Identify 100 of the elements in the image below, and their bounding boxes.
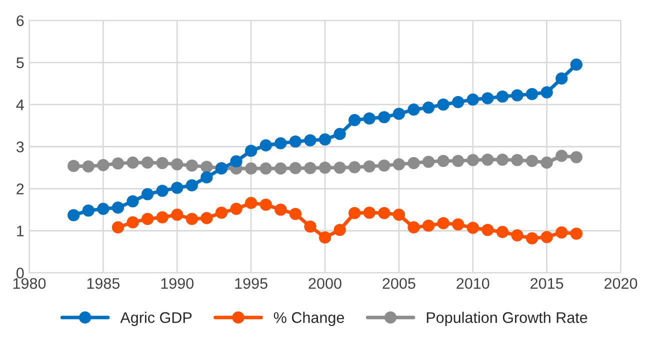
point: [466, 93, 479, 106]
point: [570, 151, 582, 164]
y-tick-label: 4: [16, 100, 24, 110]
y-tick-label: 2: [16, 184, 24, 194]
x-tick-label: 2010: [456, 278, 490, 289]
point: [260, 139, 272, 152]
y-tick-label: 3: [16, 142, 24, 152]
point: [482, 224, 494, 236]
point: [304, 134, 316, 146]
point: [215, 206, 228, 219]
point: [334, 162, 346, 174]
point: [466, 222, 479, 234]
point: [348, 114, 361, 126]
point: [452, 96, 464, 108]
point: [526, 154, 538, 168]
point: [141, 212, 154, 226]
y-tick-label: 5: [16, 58, 24, 68]
point: [200, 171, 213, 184]
point: [274, 162, 287, 175]
point: [408, 156, 420, 170]
point: [570, 228, 582, 240]
point: [230, 202, 242, 215]
point: [200, 160, 213, 173]
point: [141, 156, 154, 169]
point: [97, 202, 110, 215]
point: [408, 104, 420, 116]
point: [171, 182, 184, 194]
point: [318, 231, 332, 244]
point: [482, 154, 494, 166]
point: [511, 154, 524, 166]
point: [112, 202, 124, 214]
point: [334, 224, 346, 236]
point: [260, 198, 272, 211]
point: [68, 209, 80, 222]
x-tick-label: 1995: [235, 278, 268, 289]
point: [378, 159, 390, 172]
point: [230, 155, 242, 168]
point: [156, 184, 168, 197]
x-tick-label: 2020: [604, 278, 638, 289]
point: [156, 156, 168, 170]
legend-label: % Change: [274, 312, 344, 326]
point: [556, 150, 568, 162]
point: [378, 207, 390, 220]
point: [348, 207, 361, 220]
point: [466, 154, 479, 166]
point: [482, 92, 494, 104]
point: [378, 111, 390, 124]
point: [304, 162, 316, 174]
point: [260, 162, 272, 175]
point: [363, 206, 376, 219]
point: [126, 156, 139, 169]
point: [526, 88, 538, 100]
x-tick-label: 2000: [308, 278, 342, 289]
point: [422, 156, 435, 168]
point: [186, 212, 198, 226]
point: [289, 136, 302, 148]
point: [304, 220, 316, 233]
point: [363, 160, 376, 172]
x-tick-label: 1985: [87, 278, 120, 289]
point: [126, 195, 139, 208]
point: [171, 208, 184, 221]
y-tick-label: 0: [16, 268, 24, 278]
point: [570, 58, 582, 71]
point: [452, 218, 464, 231]
point: [289, 162, 302, 174]
point: [556, 72, 568, 85]
point: [82, 160, 94, 172]
point: [141, 188, 154, 200]
point: [437, 154, 450, 168]
x-tick-label: 2015: [530, 278, 564, 289]
point: [112, 157, 124, 170]
point: [334, 128, 346, 140]
point: [392, 208, 406, 221]
point: [511, 89, 524, 102]
point: [496, 90, 509, 103]
point: [540, 156, 553, 169]
point: [437, 98, 450, 111]
point: [422, 101, 435, 114]
point: [126, 216, 139, 228]
point: [186, 179, 198, 192]
y-tick-label: 6: [16, 15, 24, 26]
point: [274, 204, 287, 216]
point: [200, 212, 213, 224]
point: [408, 221, 420, 234]
x-tick-label: 1980: [13, 278, 46, 289]
point: [318, 133, 332, 146]
x-tick-label: 2005: [382, 278, 416, 289]
legend-label: Population Growth Rate: [426, 312, 588, 326]
point: [97, 159, 110, 172]
point: [392, 158, 406, 170]
x-tick-label: 1990: [161, 278, 194, 289]
point: [348, 161, 361, 174]
point: [540, 86, 553, 98]
point: [186, 159, 198, 172]
point: [496, 226, 509, 238]
point: [422, 220, 435, 232]
point: [496, 154, 509, 166]
point: [274, 137, 287, 150]
point: [244, 162, 258, 175]
point: [526, 232, 538, 244]
